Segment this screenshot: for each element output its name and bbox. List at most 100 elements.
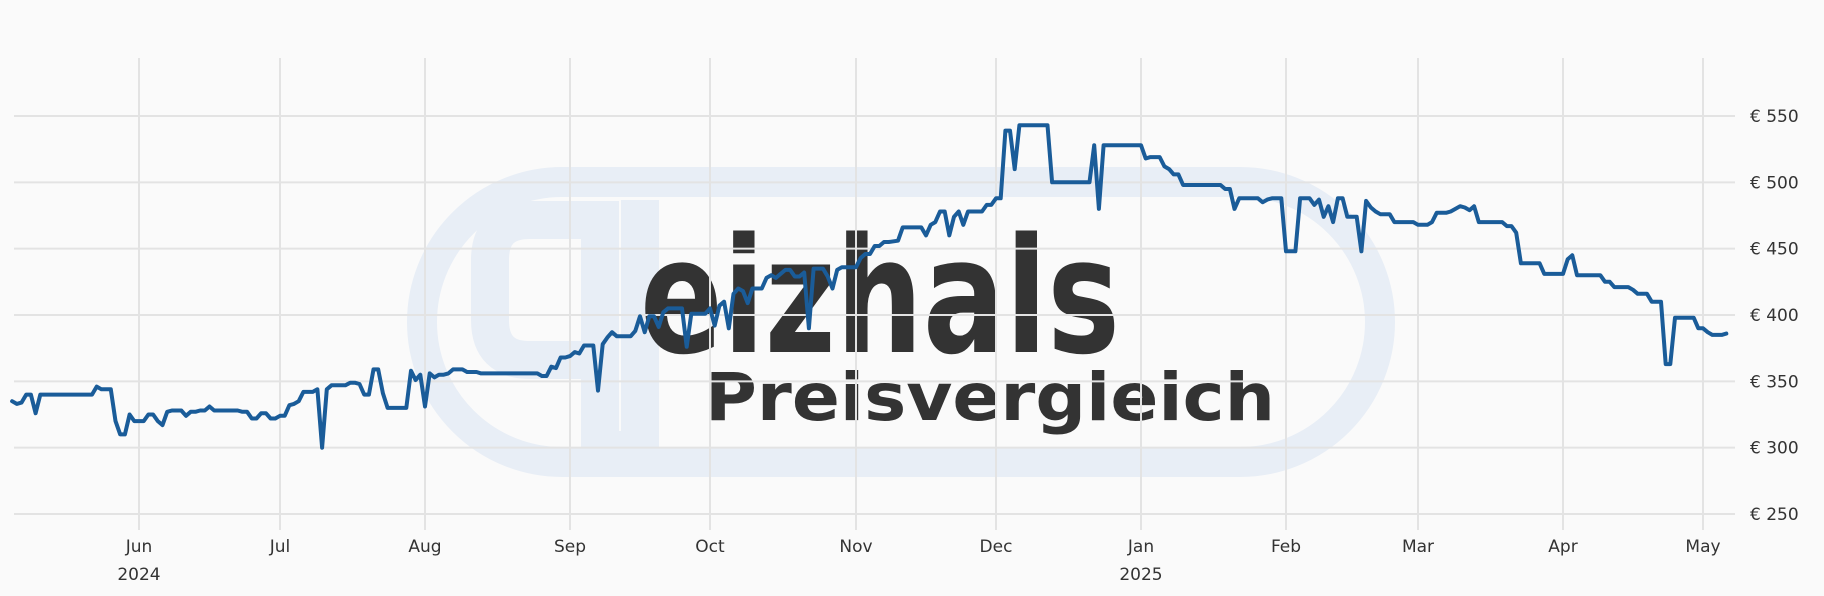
data-point <box>1275 196 1279 200</box>
data-point <box>933 220 937 224</box>
data-point <box>390 406 394 410</box>
data-point <box>1538 261 1542 265</box>
x-axis-year-labels: 2024 2025 <box>117 565 1162 585</box>
data-point <box>816 267 820 271</box>
data-point <box>1598 273 1602 277</box>
data-point <box>451 367 455 371</box>
data-point <box>1603 280 1607 284</box>
data-point <box>1439 211 1443 215</box>
data-point <box>549 365 553 369</box>
data-point <box>446 371 450 375</box>
data-point <box>1279 196 1283 200</box>
data-point <box>437 373 441 377</box>
data-point <box>1383 212 1387 216</box>
data-point <box>783 268 787 272</box>
data-point <box>1654 300 1658 304</box>
data-point <box>1570 253 1574 257</box>
data-point <box>1435 211 1439 215</box>
data-point <box>367 393 371 397</box>
data-point <box>1425 223 1429 227</box>
data-point <box>212 409 216 412</box>
data-point <box>1336 196 1340 200</box>
data-point <box>1715 333 1719 337</box>
data-point <box>1256 196 1260 200</box>
data-point <box>788 268 792 272</box>
data-point <box>414 378 418 382</box>
data-point <box>873 244 877 248</box>
data-point <box>1008 129 1012 133</box>
data-point <box>1416 223 1420 227</box>
x-tick-label-nov: Nov <box>839 537 872 557</box>
data-point <box>887 240 891 244</box>
data-point <box>1430 220 1434 224</box>
data-point <box>1153 155 1157 159</box>
data-point <box>619 334 623 338</box>
data-point <box>179 409 183 412</box>
data-point <box>1710 333 1714 337</box>
y-axis-labels: € 250 € 300 € 350 € 400 € 450 € 500 € 550 <box>1750 107 1799 525</box>
data-point <box>859 256 863 260</box>
data-point <box>1242 196 1246 200</box>
data-point <box>1312 203 1316 207</box>
data-point <box>1631 288 1635 292</box>
data-point <box>1664 362 1668 366</box>
data-point <box>1172 172 1176 176</box>
data-point <box>1219 183 1222 187</box>
data-point <box>1692 316 1696 320</box>
data-point <box>20 401 23 405</box>
data-point <box>943 210 947 213</box>
data-point <box>694 312 698 316</box>
watermark-sub-text: Preisvergleich <box>705 359 1275 436</box>
data-point <box>236 409 240 412</box>
data-point <box>428 371 432 375</box>
data-point <box>315 387 319 391</box>
data-point <box>311 390 315 394</box>
data-point <box>1293 249 1297 253</box>
data-point <box>722 300 726 304</box>
x-tick-label-dec: Dec <box>980 537 1013 557</box>
data-point <box>750 287 754 290</box>
data-point <box>1364 199 1368 203</box>
data-point <box>1350 215 1354 219</box>
data-point <box>1640 292 1644 296</box>
x-tick-label-jan: Jan <box>1127 537 1154 557</box>
data-point <box>123 432 127 436</box>
x-tick-label-sep: Sep <box>554 537 586 557</box>
data-point <box>287 403 291 407</box>
data-point <box>563 356 567 359</box>
data-point <box>999 196 1003 200</box>
data-point <box>330 383 333 387</box>
data-point <box>1369 206 1373 209</box>
data-point <box>587 344 591 347</box>
data-point <box>348 381 352 385</box>
data-point <box>418 373 422 377</box>
data-point <box>1308 196 1312 200</box>
series-points <box>10 123 1728 450</box>
data-point <box>442 373 446 377</box>
data-point <box>156 419 160 423</box>
y-tick-label-550: € 550 <box>1750 107 1799 127</box>
data-point <box>1181 183 1185 187</box>
data-point <box>1046 123 1049 127</box>
data-point <box>250 417 254 420</box>
data-point <box>475 370 478 374</box>
watermark-g-logo <box>471 200 659 469</box>
data-point <box>362 393 366 397</box>
data-point <box>278 414 282 418</box>
data-point <box>1510 224 1513 228</box>
data-point <box>736 287 740 290</box>
data-point <box>882 240 886 244</box>
data-point <box>146 413 150 416</box>
data-point <box>1374 210 1378 213</box>
data-point <box>325 387 329 391</box>
data-point <box>994 196 998 200</box>
data-point <box>142 419 146 423</box>
data-point <box>1608 280 1612 284</box>
data-point <box>1449 210 1453 213</box>
data-point <box>671 306 675 310</box>
geizhals-watermark: eizhals Preisvergleich <box>407 167 1395 477</box>
data-point <box>208 405 211 408</box>
data-point <box>1237 196 1241 200</box>
data-point <box>1575 273 1579 277</box>
data-point <box>545 374 549 378</box>
